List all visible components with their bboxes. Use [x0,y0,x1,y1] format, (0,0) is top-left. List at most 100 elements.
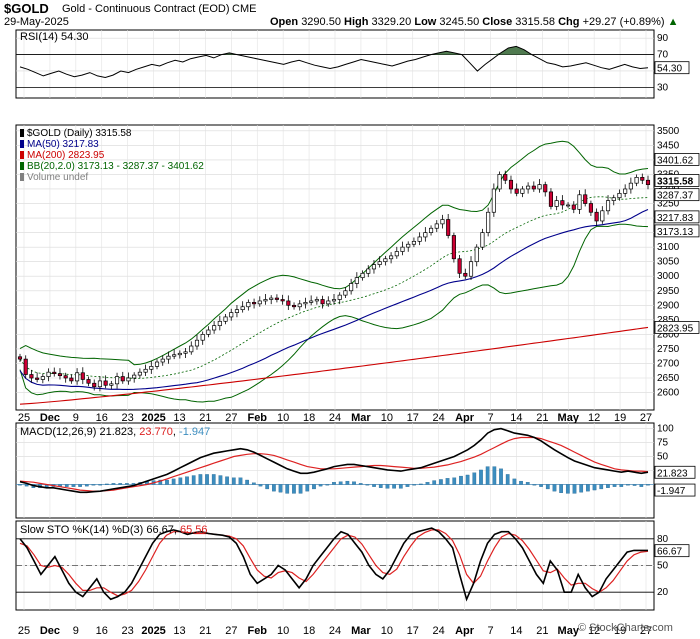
candle-body [406,243,411,248]
candle-body [571,204,576,210]
macd-histogram-bar [646,484,650,486]
legend-swatch [20,151,24,159]
rsi-tick-label: 90 [657,33,669,44]
candle-body [115,376,120,385]
macd-histogram-bar [559,484,563,494]
sto-x-tick-label: 19 [614,625,626,637]
price-x-tick-label: 27 [225,412,237,424]
macd-histogram-bar [198,474,203,485]
macd-histogram-bar [485,466,490,485]
macd-histogram-bar [512,478,517,485]
sto-title-part: 66.67 [146,524,174,536]
candle-body [160,358,165,363]
candle-body [263,299,268,302]
macd-histogram-bar [378,484,383,488]
price-tick-label: 2650 [657,373,680,384]
macd-histogram-bar [325,484,330,486]
price-x-tick-label: 14 [510,412,522,424]
watermark: © StockCharts.com [578,622,673,634]
candle-body [109,383,114,386]
candle-body [617,192,622,199]
low-label: Low [414,16,437,28]
candle-body [63,375,68,379]
candle-body [560,200,565,206]
candle-body [354,277,359,284]
sto-d-line [19,529,649,597]
candle-body [520,188,525,194]
sto-x-tick-label: Mar [351,625,371,637]
candle-body [326,300,331,305]
candle-body [40,376,45,380]
macd-histogram-bar [532,484,537,486]
candle-body [474,246,479,263]
rsi-tick-label: 30 [657,82,669,93]
candle-body [212,325,217,331]
candle-body [154,361,160,367]
sto-x-tick-label: 14 [510,625,522,637]
macd-histogram-bar [292,484,296,494]
macd-last-label-box [654,465,696,479]
ohlc-readout: Open 3290.50 High 3329.20 Low 3245.50 Cl… [270,16,678,28]
price-legend-entry: MA(200) 2823.95 [27,150,105,161]
macd-histogram-bar [439,479,443,485]
bb-middle-last-label: 3287.37 [657,191,694,202]
macd-histogram-bar [412,484,417,486]
price-x-tick-label: 27 [640,412,652,424]
candle-body [217,320,222,327]
candle-body [468,261,474,277]
macd-histogram-bar [332,482,336,485]
price-last-label-box [654,174,700,187]
low-value: 3245.50 [439,16,480,28]
macd-histogram-bar [365,484,370,486]
sto-tick-label: 50 [657,561,669,572]
sto-x-tick-label: 24 [433,625,445,637]
candle-body [417,236,422,242]
candle-body [92,382,97,388]
macd-histogram-bar [285,484,290,494]
candle-body [149,366,154,370]
macd-histogram-bar [84,484,89,487]
price-x-tick-label: 13 [173,412,185,424]
candle-body [371,264,377,270]
sto-x-tick-label: 23 [122,625,134,637]
candle-body [240,306,245,311]
macd-histogram-bar [392,484,396,489]
macd-histogram-bar [312,484,316,490]
candle-body [389,255,394,260]
sto-x-tick-label: 27 [640,625,652,637]
price-x-tick-label: 19 [614,412,626,424]
candle-body [206,329,211,335]
price-x-tick-label: Apr [455,412,475,424]
high-value: 3329.20 [371,16,412,28]
sto-x-tick-label: Feb [247,625,267,637]
ma200-line [19,326,649,405]
macd-histogram-bar [405,484,410,487]
price-tick-label: 2950 [657,286,680,297]
bb-upper-line [19,140,649,366]
candle-body [600,210,605,222]
candle-body [331,299,337,302]
chg-up-icon: ▲ [667,16,679,28]
bb-upper-last-label: 3401.62 [657,155,694,166]
macd-histogram-bar [71,484,76,487]
price-x-tick-label: May [558,412,580,424]
macd-histogram-bar [171,478,176,485]
candle-body [246,302,251,308]
macd-histogram-bar [419,483,423,485]
price-x-tick-label: 10 [381,412,393,424]
macd-histogram-bar [572,484,577,494]
macd-histogram-bar [539,484,543,487]
candle-body [23,358,28,375]
macd-histogram-bar [245,479,249,485]
rsi-last-box [654,61,690,75]
candle-body [320,299,325,305]
price-x-tick-label: 21 [536,412,548,424]
macd-histogram-bar [118,483,123,485]
macd-histogram-bar [519,480,523,485]
chart-date: 29-May-2025 [4,16,69,28]
candle-body [480,232,485,248]
candle-body [645,179,651,185]
sto-x-tick-label: Dec [40,625,60,637]
candle-body [29,374,34,379]
price-tick-label: 3250 [657,199,680,210]
